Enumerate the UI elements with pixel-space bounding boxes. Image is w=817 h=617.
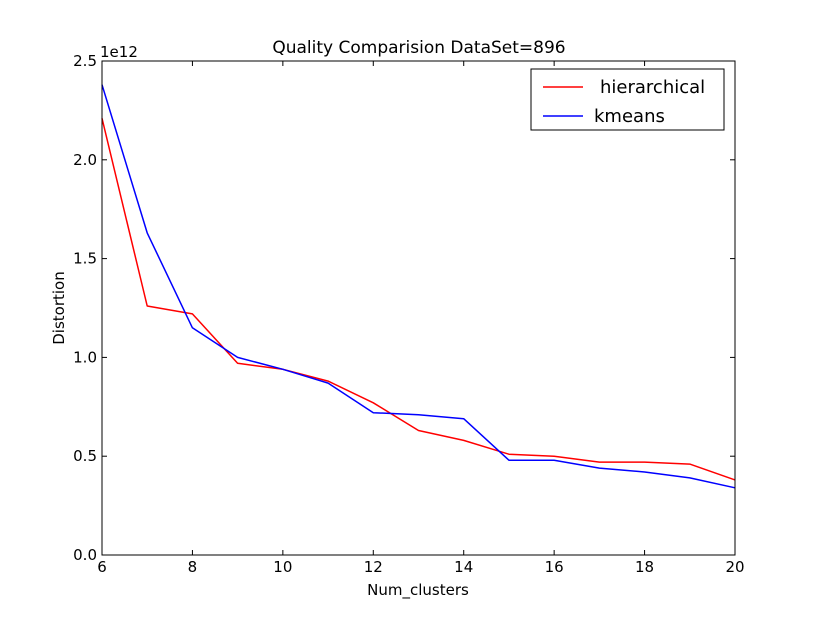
y-tick-label: 1.5: [73, 250, 97, 268]
x-tick-label: 6: [97, 558, 107, 576]
series-line-hierarchical: [101, 118, 736, 481]
y-tick-label: 0.0: [73, 546, 97, 564]
x-tick-label: 12: [364, 558, 383, 576]
series-layer: [101, 84, 736, 489]
x-tick-label: 18: [635, 558, 654, 576]
x-tick-label: 16: [545, 558, 564, 576]
y-tick-label: 0.5: [73, 447, 97, 465]
x-tick-label: 14: [454, 558, 473, 576]
legend-label-kmeans: kmeans: [594, 106, 665, 127]
y-offset-label: 1e12: [100, 43, 138, 61]
plot-frame: [101, 60, 736, 556]
series-line-kmeans: [101, 84, 736, 489]
x-axis-label: Num_clusters: [367, 581, 469, 600]
y-axis-label: Distortion: [50, 271, 68, 345]
y-tick-label: 2.5: [73, 52, 97, 70]
plot-area: [102, 61, 735, 555]
y-tick-label: 2.0: [73, 151, 97, 169]
x-tick-label: 8: [188, 558, 198, 576]
x-tick-label: 20: [725, 558, 744, 576]
ticks-layer: 6 8 10 12 14 16 18 20 0.0 0.5 1.0 1.5 2.0 2.5: [73, 52, 744, 576]
legend: hierarchical kmeans: [530, 68, 725, 131]
legend-box: [530, 68, 725, 131]
chart-title: Quality Comparision DataSet=896: [272, 38, 565, 58]
x-tick-label: 10: [273, 558, 292, 576]
legend-label-hierarchical: hierarchical: [600, 77, 705, 98]
y-tick-label: 1.0: [73, 348, 97, 366]
